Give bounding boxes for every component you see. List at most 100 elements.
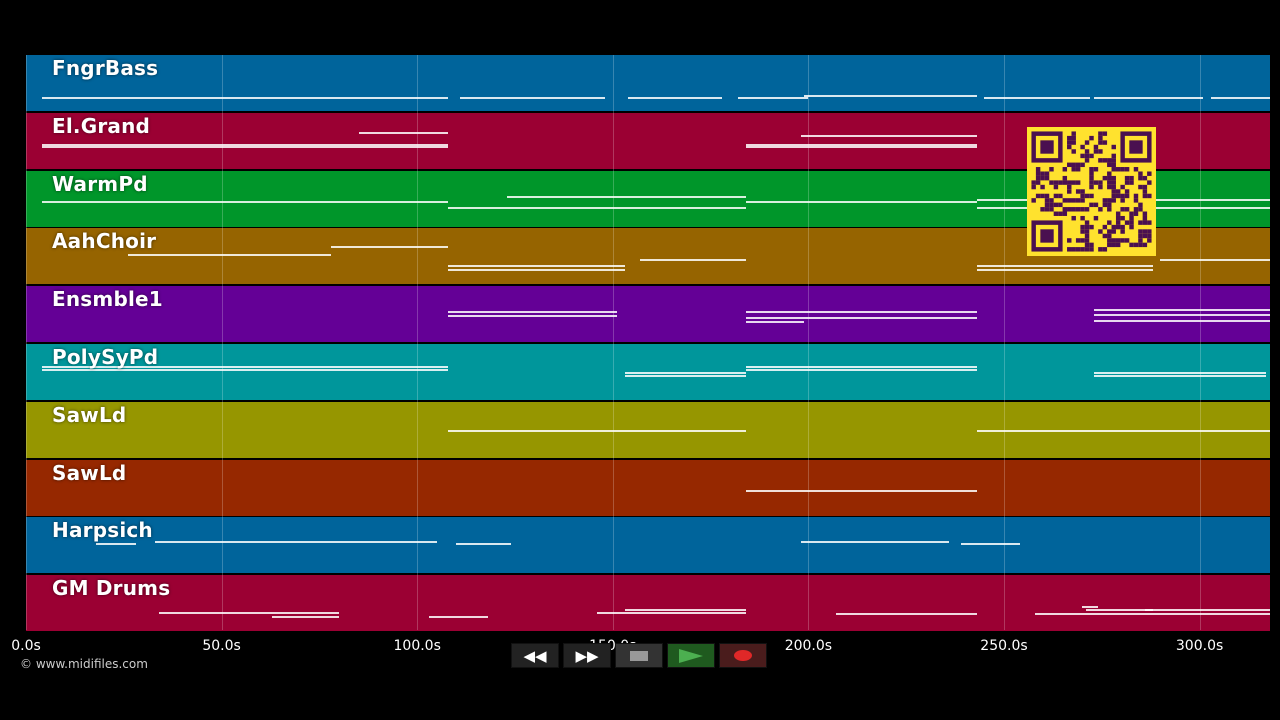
track-name: El.Grand bbox=[52, 113, 151, 138]
note-layer bbox=[26, 113, 1270, 169]
note-segment bbox=[428, 615, 488, 618]
tick-label: 200.0s bbox=[784, 638, 833, 654]
note-layer bbox=[26, 228, 1270, 284]
note-segment bbox=[745, 201, 977, 204]
note-segment bbox=[127, 253, 332, 256]
note-segment bbox=[745, 366, 977, 369]
note-segment bbox=[1093, 97, 1204, 99]
track-lane: SawLd bbox=[26, 459, 1270, 516]
note-segment bbox=[96, 542, 136, 545]
note-layer bbox=[26, 517, 1270, 573]
note-segment bbox=[41, 369, 449, 372]
note-segment bbox=[507, 195, 746, 198]
note-segment bbox=[159, 611, 339, 614]
note-segment bbox=[976, 268, 1153, 271]
note-segment bbox=[1211, 97, 1270, 99]
note-segment bbox=[1086, 608, 1270, 611]
note-segment bbox=[448, 206, 746, 209]
rewind-icon: ◀◀ bbox=[523, 646, 547, 665]
track-name: Harpsich bbox=[52, 518, 153, 543]
note-segment bbox=[1093, 314, 1270, 317]
track-lane: SawLd bbox=[26, 401, 1270, 458]
note-segment bbox=[976, 429, 1270, 432]
note-segment bbox=[960, 542, 1020, 545]
note-segment bbox=[41, 146, 449, 149]
note-layer bbox=[26, 344, 1270, 400]
note-segment bbox=[155, 540, 437, 543]
grid-line bbox=[612, 55, 614, 630]
grid-line bbox=[221, 55, 223, 630]
note-segment bbox=[737, 97, 809, 99]
note-segment bbox=[272, 615, 339, 618]
note-segment bbox=[448, 311, 617, 314]
track-name: AahChoir bbox=[52, 229, 157, 254]
note-segment bbox=[448, 429, 746, 432]
note-segment bbox=[41, 366, 449, 369]
note-segment bbox=[835, 613, 977, 616]
note-segment bbox=[745, 316, 977, 319]
note-segment bbox=[745, 311, 977, 314]
note-segment bbox=[800, 540, 950, 543]
qr-code-icon bbox=[1027, 127, 1156, 256]
tick-label: 300.0s bbox=[1175, 638, 1224, 654]
track-name: Ensmble1 bbox=[52, 287, 163, 312]
grid-line bbox=[808, 55, 810, 630]
note-segment bbox=[1093, 372, 1267, 374]
transport-controls: ◀◀ ▶▶ bbox=[511, 643, 769, 668]
fast-forward-icon: ▶▶ bbox=[575, 646, 599, 665]
note-segment bbox=[628, 97, 723, 99]
track-lane: PolySyPd bbox=[26, 344, 1270, 400]
note-segment bbox=[1093, 308, 1270, 311]
record-button[interactable] bbox=[719, 643, 767, 668]
note-layer bbox=[26, 286, 1270, 342]
note-layer bbox=[26, 460, 1270, 516]
note-segment bbox=[745, 369, 977, 372]
stop-button[interactable] bbox=[615, 643, 663, 668]
tick-label: 250.0s bbox=[980, 638, 1028, 654]
track-lane: Ensmble1 bbox=[26, 286, 1270, 343]
track-name: SawLd bbox=[52, 460, 127, 485]
note-segment bbox=[1160, 259, 1270, 262]
rewind-button[interactable]: ◀◀ bbox=[511, 643, 559, 668]
note-segment bbox=[745, 143, 977, 146]
note-segment bbox=[745, 320, 805, 323]
note-segment bbox=[1144, 608, 1153, 611]
note-segment bbox=[448, 268, 625, 271]
note-segment bbox=[804, 95, 977, 98]
note-layer bbox=[26, 55, 1270, 111]
grid-line bbox=[1199, 55, 1201, 630]
note-segment bbox=[41, 143, 449, 146]
grid-line bbox=[1003, 55, 1005, 630]
note-segment bbox=[640, 259, 746, 262]
note-segment bbox=[331, 246, 449, 249]
stop-icon bbox=[630, 650, 648, 661]
record-icon bbox=[734, 650, 752, 661]
tick-label: 50.0s bbox=[202, 638, 241, 654]
copyright-text: © www.midifiles.com bbox=[20, 657, 148, 671]
note-segment bbox=[1093, 375, 1267, 378]
note-segment bbox=[41, 201, 449, 204]
note-segment bbox=[976, 264, 1153, 267]
grid-line bbox=[417, 55, 419, 630]
play-button[interactable] bbox=[667, 643, 715, 668]
track-name: PolySyPd bbox=[52, 345, 159, 369]
note-segment bbox=[984, 97, 1091, 99]
tick-label: 0.0s bbox=[11, 638, 41, 654]
note-segment bbox=[358, 132, 449, 135]
note-segment bbox=[448, 315, 617, 318]
track-lane: GM Drums bbox=[26, 575, 1270, 632]
track-name: GM Drums bbox=[52, 576, 171, 601]
note-segment bbox=[456, 542, 512, 545]
note-segment bbox=[800, 135, 977, 138]
note-segment bbox=[624, 608, 746, 611]
note-segment bbox=[41, 97, 449, 99]
note-segment bbox=[1035, 613, 1270, 616]
note-segment bbox=[597, 611, 746, 614]
fast-forward-button[interactable]: ▶▶ bbox=[563, 643, 611, 668]
note-segment bbox=[460, 97, 605, 99]
track-lane: Harpsich bbox=[26, 517, 1270, 574]
track-lane: FngrBass bbox=[26, 55, 1270, 111]
note-segment bbox=[745, 146, 977, 149]
track-name: WarmPd bbox=[52, 171, 148, 196]
grid-line bbox=[26, 55, 27, 630]
